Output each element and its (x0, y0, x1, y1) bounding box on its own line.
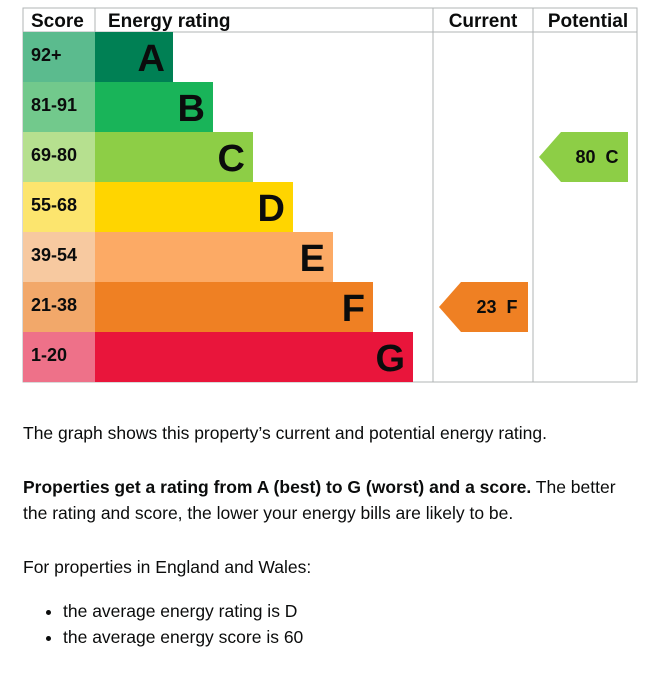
score-range-f: 21-38 (31, 295, 77, 315)
rating-letter-a: A (138, 38, 165, 80)
score-cell-f (23, 282, 95, 332)
score-header: Score (31, 11, 84, 32)
average-intro: For properties in England and Wales: (23, 557, 312, 577)
score-cell-g (23, 332, 95, 382)
current-arrow (439, 282, 528, 332)
potential-rating-label: 80 C (575, 147, 618, 167)
rating-bar-e (95, 232, 333, 282)
score-cell-d (23, 182, 95, 232)
potential-header: Potential (548, 11, 628, 32)
list-item: the average energy score is 60 (63, 624, 303, 650)
score-cell-c (23, 132, 95, 182)
potential-arrow (539, 132, 628, 182)
score-range-e: 39-54 (31, 245, 77, 265)
score-cell-b (23, 82, 95, 132)
rating-bar-c (95, 132, 253, 182)
score-range-b: 81-91 (31, 95, 77, 115)
rating-bar-d (95, 182, 293, 232)
rating-letter-e: E (300, 238, 325, 280)
energy-rating-header: Energy rating (108, 11, 230, 32)
rating-bar-b (95, 82, 213, 132)
rating-explanation-rest: The better the rating and score, the low… (23, 477, 616, 523)
list-item: the average energy rating is D (63, 598, 303, 624)
intro-text: The graph shows this property’s current … (23, 423, 548, 443)
rating-bar-g (95, 332, 413, 382)
rating-letter-d: D (258, 188, 285, 230)
rating-bands: 92+ A 81-91 B 69-80 C 55-68 D 39-54 E 21-38 F 1-20 G (23, 32, 413, 382)
current-rating-label: 23 F (476, 297, 517, 317)
rating-bar-f (95, 282, 373, 332)
rating-letter-f: F (342, 288, 365, 330)
score-cell-e (23, 232, 95, 282)
rating-letter-g: G (375, 338, 405, 380)
energy-rating-chart: Score Energy rating Current Potential 92… (22, 7, 638, 383)
score-range-a: 92+ (31, 45, 62, 65)
current-header: Current (449, 11, 518, 32)
rating-explanation: Properties get a rating from A (best) to… (23, 474, 643, 526)
score-range-c: 69-80 (31, 145, 77, 165)
rating-arrows: 23 F 80 C (439, 132, 628, 332)
score-range-g: 1-20 (31, 345, 67, 365)
score-range-d: 55-68 (31, 195, 77, 215)
rating-letter-c: C (218, 138, 245, 180)
average-list: the average energy rating is D the avera… (23, 598, 303, 650)
rating-letter-b: B (178, 88, 205, 130)
rating-bar-a (95, 32, 173, 82)
rating-explanation-bold: Properties get a rating from A (best) to… (23, 477, 532, 497)
score-cell-a (23, 32, 95, 82)
